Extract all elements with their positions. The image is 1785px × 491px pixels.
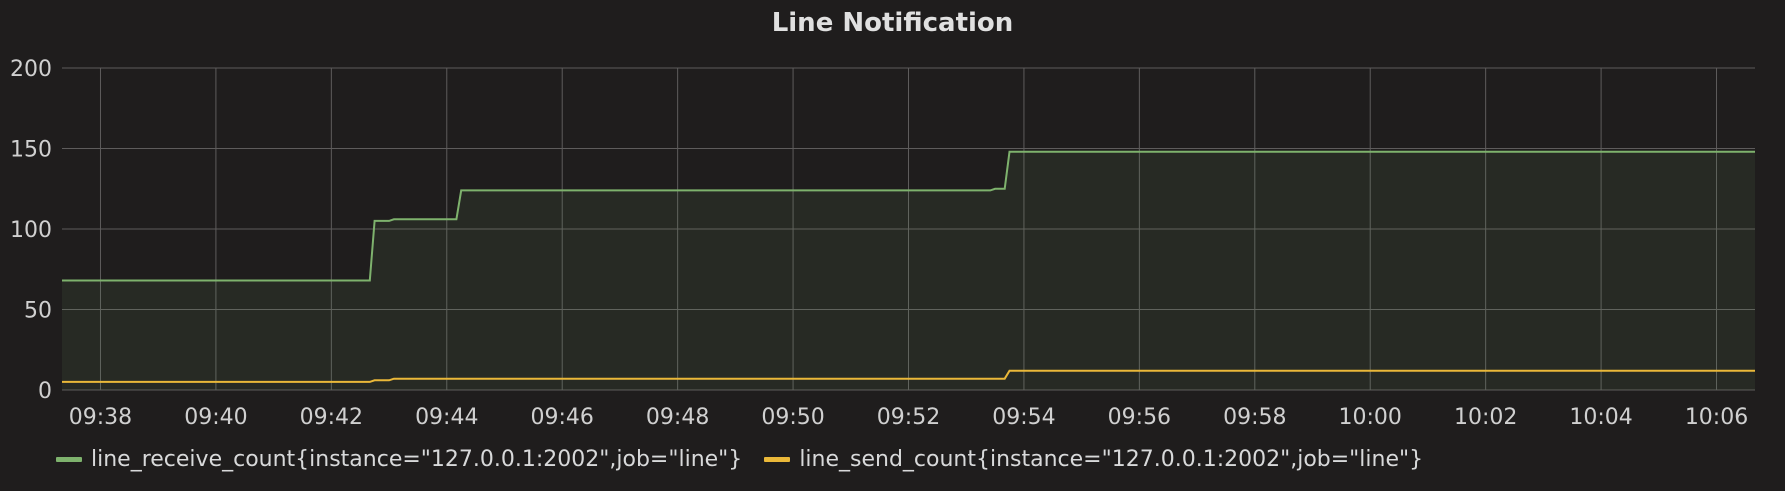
legend-swatch xyxy=(764,457,791,462)
x-tick-label: 09:54 xyxy=(992,405,1055,430)
legend: line_receive_count{instance="127.0.0.1:2… xyxy=(56,447,1423,472)
panel-title[interactable]: Line Notification xyxy=(771,8,1014,38)
legend-item-1[interactable]: line_send_count{instance="127.0.0.1:2002… xyxy=(764,447,1423,472)
x-tick-label: 09:40 xyxy=(184,405,247,430)
y-tick-label: 0 xyxy=(38,379,52,404)
x-tick-label: 10:04 xyxy=(1569,405,1632,430)
y-tick-label: 200 xyxy=(10,57,52,82)
legend-label: line_receive_count{instance="127.0.0.1:2… xyxy=(91,447,743,472)
series-line-0[interactable] xyxy=(62,150,1755,282)
series-layer[interactable] xyxy=(62,150,1755,390)
x-axis-ticks: 09:38 09:40 09:42 09:44 09:46 09:48 09:50 09:52… xyxy=(69,405,1748,430)
x-tick-label: 09:58 xyxy=(1223,405,1286,430)
x-tick-label: 10:00 xyxy=(1339,405,1402,430)
x-tick-label: 09:52 xyxy=(877,405,940,430)
x-tick-label: 09:42 xyxy=(300,405,363,430)
y-axis-ticks: 0 50 100 150 200 xyxy=(10,57,52,404)
grid-lines xyxy=(62,67,1755,391)
x-tick-label: 09:56 xyxy=(1108,405,1171,430)
x-tick-label: 09:50 xyxy=(761,405,824,430)
legend-swatch xyxy=(56,457,82,462)
x-tick-label: 09:46 xyxy=(531,405,594,430)
series-area-0 xyxy=(62,151,1755,390)
y-tick-label: 50 xyxy=(24,299,52,324)
x-tick-label: 10:02 xyxy=(1454,405,1517,430)
series-line-1[interactable] xyxy=(62,369,1755,383)
y-tick-label: 150 xyxy=(10,138,52,163)
y-tick-label: 100 xyxy=(10,218,52,243)
x-tick-label: 09:48 xyxy=(646,405,709,430)
x-tick-label: 09:38 xyxy=(69,405,132,430)
x-tick-label: 10:06 xyxy=(1685,405,1748,430)
x-tick-label: 09:44 xyxy=(415,405,478,430)
legend-label: line_send_count{instance="127.0.0.1:2002… xyxy=(799,447,1424,472)
legend-item-0[interactable]: line_receive_count{instance="127.0.0.1:2… xyxy=(56,447,742,472)
